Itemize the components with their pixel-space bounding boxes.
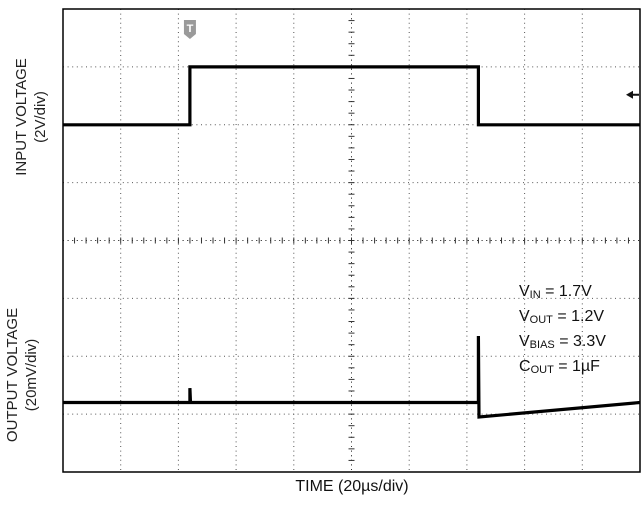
grid [63, 9, 640, 472]
input-voltage-trace [63, 65, 640, 127]
condition-value: = 1.7V [540, 283, 592, 300]
input-voltage-axis-label: INPUT VOLTAGE (2V/div) [12, 42, 50, 192]
plot-border [62, 8, 641, 473]
output-voltage-label-line2: (20mV/div) [23, 338, 40, 412]
condition-subscript: OUT [529, 314, 553, 326]
condition-value: = 3.3V [554, 333, 606, 350]
condition-symbol: V [519, 283, 530, 300]
output-voltage-label-line1: OUTPUT VOLTAGE [4, 307, 21, 443]
time-axis-label: TIME (20µs/div) [295, 478, 409, 495]
output-voltage-trace [63, 335, 641, 419]
condition-symbol: C [519, 358, 531, 375]
condition-line: COUT = 1µF [519, 356, 606, 381]
condition-value: = 1µF [553, 358, 600, 375]
plot-frame [62, 8, 641, 473]
condition-symbol: V [519, 333, 530, 350]
condition-subscript: OUT [530, 364, 554, 376]
input-voltage-label-line2: (2V/div) [32, 91, 49, 143]
condition-line: VBIAS = 3.3V [519, 331, 606, 356]
condition-subscript: IN [529, 289, 541, 301]
test-conditions: VIN = 1.7V VOUT = 1.2V VBIAS = 3.3V COUT = … [519, 281, 606, 381]
condition-value: = 1.2V [552, 308, 605, 325]
output-voltage-axis-label: OUTPUT VOLTAGE (20mV/div) [3, 290, 41, 460]
traces [63, 65, 641, 419]
ground-level-arrow-icon [626, 90, 639, 99]
condition-line: VIN = 1.7V [519, 281, 606, 306]
trigger-marker-label: T [187, 23, 194, 35]
trigger-marker-icon [183, 20, 196, 39]
condition-line: VOUT = 1.2V [519, 306, 606, 331]
condition-subscript: BIAS [529, 339, 555, 351]
input-voltage-label-line1: INPUT VOLTAGE [13, 58, 30, 176]
condition-symbol: V [519, 308, 530, 325]
markers: T [183, 20, 639, 99]
